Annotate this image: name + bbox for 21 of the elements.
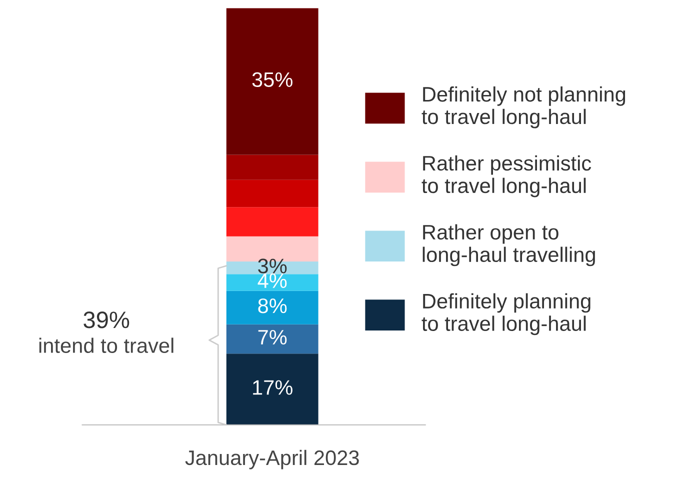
x-tick-label: January-April 2023	[185, 450, 359, 470]
bar	[226, 154, 318, 180]
bar	[226, 180, 318, 208]
text: intend to travel	[39, 338, 174, 353]
bar	[226, 290, 318, 324]
legend-label: Rather pessimistic to travel long-haul	[422, 155, 592, 198]
legend-label: Definitely planning to travel long-haul	[422, 293, 590, 336]
bar	[226, 274, 318, 291]
legend-label: Definitely not planning to travel long-haul	[422, 86, 626, 128]
legend-label: Rather open to long-haul travelling	[422, 224, 595, 266]
data-label: 3%	[258, 258, 287, 274]
data-label: 35%	[252, 72, 292, 88]
bar	[226, 324, 318, 354]
bar	[226, 207, 318, 236]
bar	[226, 354, 318, 425]
data-label: 4%	[258, 273, 287, 288]
bar	[226, 8, 318, 155]
text: 39%	[84, 312, 130, 328]
data-label: 7%	[258, 330, 287, 345]
data-label: 17%	[253, 380, 292, 395]
data-label: 8%	[258, 298, 287, 314]
